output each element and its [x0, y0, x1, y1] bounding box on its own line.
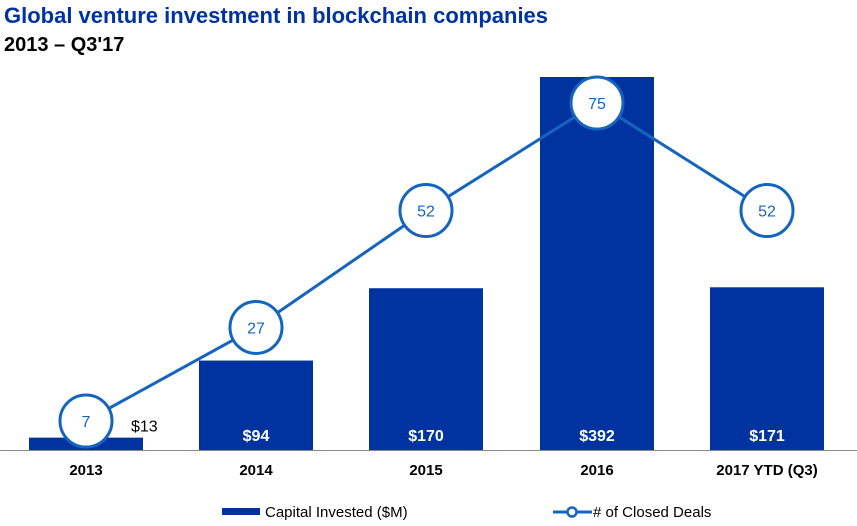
deal-marker [739, 183, 795, 239]
x-tick-labels: 2013 2014 2015 2016 2017 YTD (Q3) [69, 462, 817, 479]
deal-marker-label: 52 [417, 204, 435, 221]
bar-value-label: $392 [579, 428, 615, 445]
x-tick-label: 2016 [580, 462, 613, 479]
legend: Capital Invested ($M) # of Closed Deals [222, 504, 711, 521]
deal-marker [228, 299, 284, 355]
x-tick-label: 2013 [69, 462, 102, 479]
bar-2016 [540, 77, 654, 450]
deal-marker-label: 52 [758, 204, 776, 221]
markers-layer: 7 27 52 75 52 [58, 75, 795, 449]
bar-2015 [369, 288, 483, 450]
x-tick-label: 2014 [239, 462, 273, 479]
chart-subtitle: 2013 – Q3'17 [4, 34, 125, 56]
bar-labels-layer: $13 $94 $170 $392 $171 [131, 419, 785, 445]
bar-2017-ytd-q3- [710, 287, 824, 450]
bar-value-label: $94 [243, 428, 270, 445]
chart-title: Global venture investment in blockchain … [4, 3, 549, 28]
deal-marker [398, 183, 454, 239]
x-tick-label: 2015 [409, 462, 442, 479]
deal-marker-label: 27 [247, 320, 265, 337]
bars-layer [29, 77, 824, 450]
bar-value-label: $171 [749, 428, 785, 445]
deal-marker [58, 393, 114, 449]
x-tick-label: 2017 YTD (Q3) [716, 462, 817, 479]
legend-label-deals: # of Closed Deals [593, 504, 711, 521]
bar-value-label: $13 [131, 419, 158, 436]
deal-marker [569, 75, 625, 131]
legend-bar-swatch [222, 508, 260, 515]
legend-marker-swatch [566, 506, 578, 518]
bar-2014 [199, 360, 313, 450]
deal-marker-label: 75 [588, 96, 606, 113]
legend-label-capital: Capital Invested ($M) [265, 504, 408, 521]
bar-value-label: $170 [408, 428, 444, 445]
deal-marker-label: 7 [82, 414, 91, 431]
